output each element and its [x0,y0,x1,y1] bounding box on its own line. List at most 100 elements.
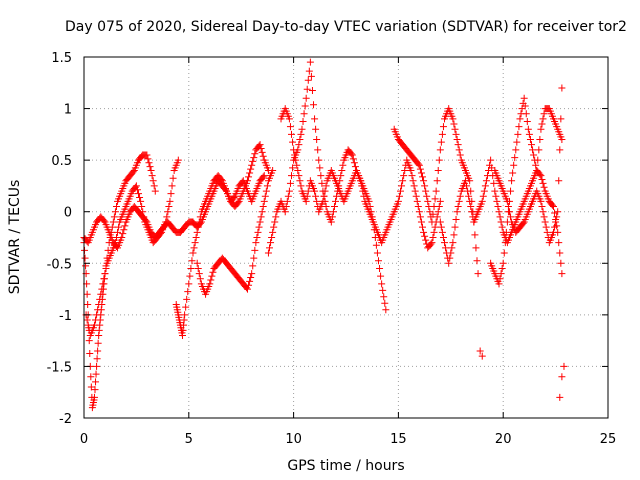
data-point-plus [259,152,267,160]
data-point-plus [374,257,382,265]
data-point-plus [540,183,548,191]
data-point-plus [431,195,439,203]
data-point-plus [289,164,297,172]
data-point-plus [87,383,95,391]
data-point-plus [90,321,98,329]
data-point-plus [430,228,438,236]
data-point-plus [322,182,330,190]
data-point-plus [511,154,519,162]
y-tick-label: -1.5 [47,360,72,375]
data-point-plus [97,290,105,298]
data-point-plus [95,326,103,334]
data-point-plus [165,203,173,211]
data-point-plus [196,213,204,221]
data-point-plus [317,172,325,180]
data-point-plus [378,280,386,288]
data-point-plus [551,209,559,217]
data-point-plus [451,223,459,231]
data-point-plus [465,192,473,200]
data-point-plus [269,228,277,236]
data-point-plus [169,174,177,182]
data-point-plus [102,264,110,272]
data-point-plus [248,270,256,278]
data-point-plus [525,130,533,138]
data-point-plus [120,226,128,234]
data-point-plus [94,347,102,355]
data-point-plus [84,301,92,309]
data-point-plus [437,138,445,146]
data-point-plus [480,187,488,195]
data-point-plus [255,223,263,231]
data-point-plus [257,213,265,221]
data-point-plus [497,270,505,278]
data-point-plus [187,264,195,272]
data-point-plus [479,192,487,200]
data-point-plus [453,136,461,144]
data-point-plus [473,257,481,265]
data-point-plus [303,192,311,200]
data-point-plus [414,160,422,168]
data-point-plus [268,234,276,241]
y-tick-label: -2 [59,412,72,427]
data-point-plus [260,197,268,205]
data-point-plus [98,285,106,293]
data-point-plus [92,378,100,386]
data-point-plus [142,217,150,225]
data-point-plus [337,172,345,180]
data-point-plus [350,159,358,167]
data-point-plus [149,177,157,185]
data-point-plus [294,166,302,174]
data-point-plus [451,125,459,133]
data-point-plus [445,259,453,267]
data-point-plus [100,217,108,225]
data-point-plus [556,393,564,401]
x-tick-label: 10 [285,432,302,447]
data-point-plus [285,115,293,123]
data-point-plus [538,175,546,183]
data-point-plus [134,190,142,198]
data-point-plus [396,187,404,195]
data-point-plus [180,321,188,329]
data-point-plus [92,316,100,324]
data-point-plus [434,208,442,216]
data-point-plus [560,362,568,370]
data-point-plus [174,156,182,164]
data-point-plus [433,213,441,221]
data-point-plus [373,249,381,257]
data-point-plus [260,172,268,180]
data-point-plus [437,223,445,231]
x-tick-label: 25 [600,432,617,447]
data-point-plus [423,192,431,200]
data-point-plus [272,213,280,221]
data-point-plus [438,130,446,138]
data-point-plus [181,311,189,319]
data-point-plus [540,110,548,118]
data-point-plus [349,155,357,163]
data-point-plus [558,136,566,144]
data-point-plus [439,123,447,131]
data-point-plus [95,331,103,339]
data-point-plus [507,213,515,221]
data-point-plus [398,182,406,190]
data-point-plus [456,192,464,200]
data-point-plus [379,286,387,294]
data-point-plus [436,146,444,154]
data-point-plus [419,173,427,181]
data-point-plus [471,231,479,239]
data-point-plus [251,150,259,158]
data-point-plus [256,218,264,226]
data-point-plus [434,166,442,174]
data-point-plus [320,192,328,200]
data-point-plus [167,190,175,198]
axis-ticks [83,56,609,419]
data-point-plus [179,326,187,334]
data-point-plus [185,280,193,288]
data-point-plus [453,208,461,216]
data-point-plus [535,146,543,154]
data-point-plus [493,197,501,205]
data-point-plus [412,192,420,200]
data-point-plus [455,197,463,205]
data-point-plus [310,101,318,109]
data-point-plus [121,222,129,230]
data-point-plus [542,223,550,231]
